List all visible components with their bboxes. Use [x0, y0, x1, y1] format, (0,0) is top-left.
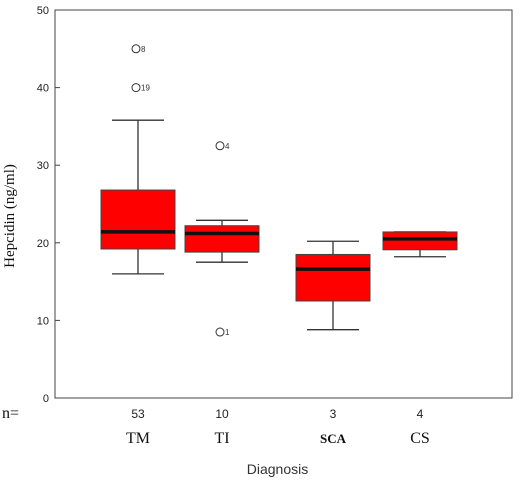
y-tick-label: 20: [37, 238, 49, 250]
y-tick-label: 30: [37, 160, 49, 172]
iqr-box: [382, 231, 458, 251]
n-prefix-label: n=: [2, 405, 19, 422]
outlier-point: [215, 327, 225, 337]
box-group-cs: [382, 231, 458, 258]
axes: 0 10 20 30 40 50: [37, 5, 513, 405]
y-tick-label: 10: [37, 315, 49, 327]
y-tick-label: 50: [37, 5, 49, 17]
labels-layer: Hepcidin (ng/ml)n=Diagnosis53TM10TI3SCA4…: [2, 164, 430, 477]
n-label-tm: 53: [131, 407, 145, 421]
iqr-box: [295, 253, 371, 302]
iqr-box: [100, 189, 176, 250]
outlier-point: [215, 141, 225, 151]
outlier-label: 4: [225, 142, 230, 151]
category-label-ti: TI: [214, 430, 229, 447]
box-group-ti: 41: [184, 141, 260, 337]
box-group-sca: [295, 240, 371, 331]
outlier-point: [131, 83, 141, 93]
category-label-tm: TM: [126, 430, 150, 447]
n-label-sca: 3: [330, 407, 337, 421]
iqr-box: [184, 225, 260, 253]
outlier-label: 8: [141, 45, 146, 54]
x-axis-label: Diagnosis: [247, 461, 308, 477]
plot-frame: [54, 9, 513, 399]
outlier-point: [131, 44, 141, 54]
y-tick-label: 0: [43, 393, 49, 405]
category-label-cs: CS: [410, 430, 430, 447]
category-label-sca: SCA: [320, 431, 347, 446]
y-axis-label: Hepcidin (ng/ml): [2, 164, 18, 268]
n-label-ti: 10: [215, 407, 229, 421]
box-group-tm: 8 19: [100, 44, 176, 275]
outlier-label: 1: [225, 328, 230, 337]
n-label-cs: 4: [417, 407, 424, 421]
outlier-label: 19: [141, 84, 150, 93]
y-tick-label: 40: [37, 83, 49, 95]
